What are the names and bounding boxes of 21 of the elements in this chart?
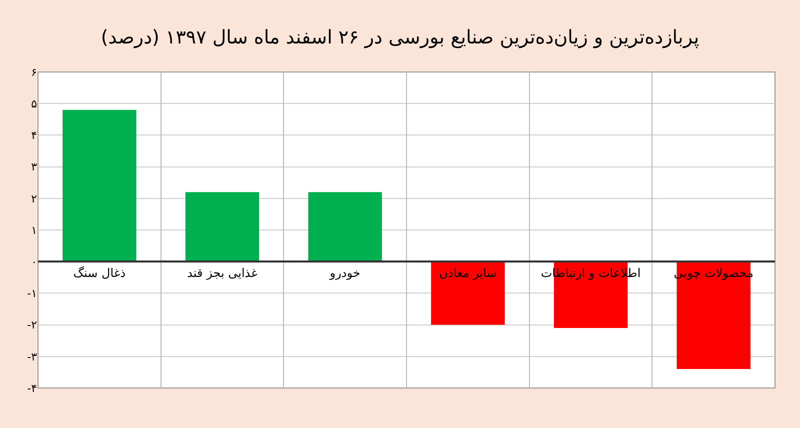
y-tick-label: ۶ (31, 66, 37, 79)
x-tick-label: خودرو (328, 266, 360, 280)
y-tick-label: ۳ (31, 160, 38, 174)
y-tick-label: ۴ (31, 129, 38, 142)
y-tick-label: ۲ (31, 192, 38, 206)
x-tick-label: سایر معادن (439, 266, 497, 280)
bar (185, 192, 260, 262)
bar (308, 192, 382, 262)
bar (676, 262, 750, 370)
x-tick-label: غذایی بجز قند (187, 266, 258, 280)
y-tick-label: ۰ (31, 255, 37, 268)
x-tick-label: ذغال سنگ (73, 266, 126, 280)
y-tick-label: -۱ (27, 287, 37, 300)
bar (62, 110, 136, 262)
y-tick-label: ۱ (31, 224, 37, 237)
y-tick-label: ۵ (31, 97, 38, 110)
y-tick-label: -۴ (27, 382, 38, 395)
y-tick-label: -۲ (27, 318, 38, 332)
y-tick-label: -۳ (27, 350, 38, 364)
chart-title: پربازده‌ترین و زیان‌ده‌ترین صنایع بورسی در ۲۶ اسفند ماه سال ۱۳۹۷ (درصد) (100, 26, 700, 48)
bar (431, 262, 505, 325)
